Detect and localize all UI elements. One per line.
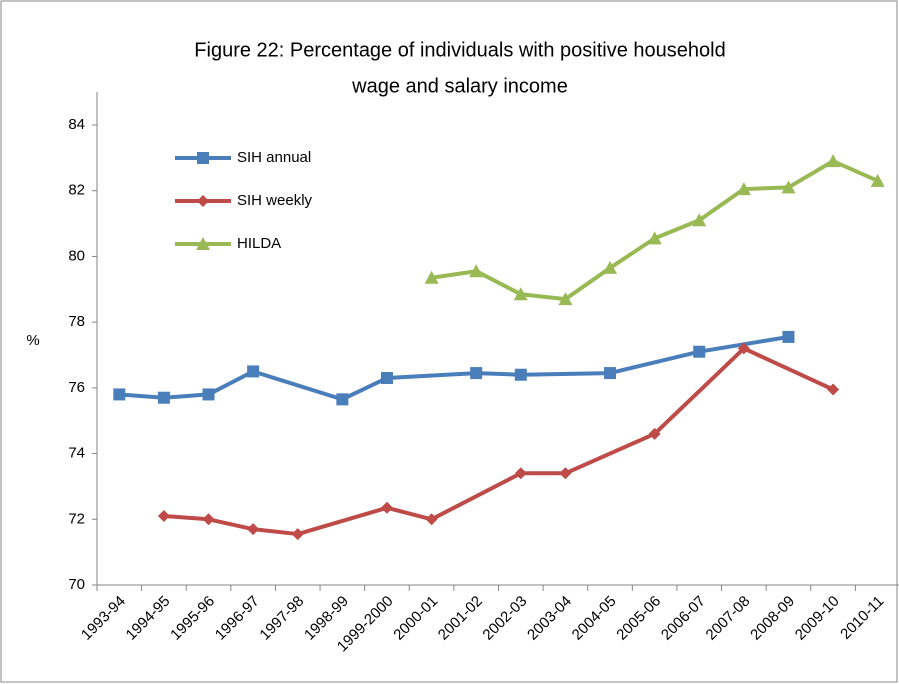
marker — [202, 388, 215, 401]
y-tick-label: 80 — [68, 247, 85, 264]
y-tick-label: 76 — [68, 379, 85, 396]
marker — [513, 287, 528, 301]
marker — [827, 383, 840, 396]
marker — [826, 154, 841, 168]
marker — [648, 427, 661, 440]
marker — [196, 237, 210, 250]
marker — [247, 523, 260, 536]
y-tick-label: 82 — [68, 182, 85, 199]
marker — [514, 467, 527, 480]
marker — [781, 180, 796, 194]
marker — [197, 152, 209, 164]
marker — [558, 292, 573, 306]
marker — [559, 467, 572, 480]
legend-label: SIH weekly — [237, 192, 313, 209]
y-tick-label: 70 — [68, 576, 85, 593]
marker — [197, 195, 209, 207]
marker — [291, 528, 304, 541]
marker — [647, 231, 662, 245]
marker — [157, 391, 170, 404]
marker — [603, 260, 618, 274]
y-axis-label: % — [26, 332, 39, 349]
marker — [470, 367, 483, 380]
marker — [782, 330, 795, 343]
marker — [113, 388, 126, 401]
marker — [469, 264, 484, 278]
marker — [425, 513, 438, 526]
y-tick-label: 74 — [68, 445, 85, 462]
marker — [380, 372, 393, 384]
marker — [736, 182, 751, 196]
legend-label: SIH annual — [237, 149, 311, 166]
y-tick-label: 78 — [68, 313, 85, 330]
marker — [692, 213, 707, 227]
marker — [604, 367, 617, 380]
y-tick-label: 72 — [68, 510, 85, 527]
y-tick-label: 84 — [68, 116, 85, 133]
marker — [870, 173, 885, 187]
chart-title: Figure 22: Percentage of individuals wit… — [194, 39, 725, 61]
chart-title: wage and salary income — [351, 75, 568, 97]
marker — [514, 368, 527, 381]
marker — [247, 365, 260, 378]
marker — [380, 501, 393, 514]
legend-label: HILDA — [237, 235, 281, 252]
marker — [693, 345, 706, 358]
marker — [202, 513, 215, 526]
marker — [737, 342, 750, 355]
marker — [157, 510, 170, 522]
marker — [336, 393, 349, 406]
marker — [424, 270, 439, 284]
